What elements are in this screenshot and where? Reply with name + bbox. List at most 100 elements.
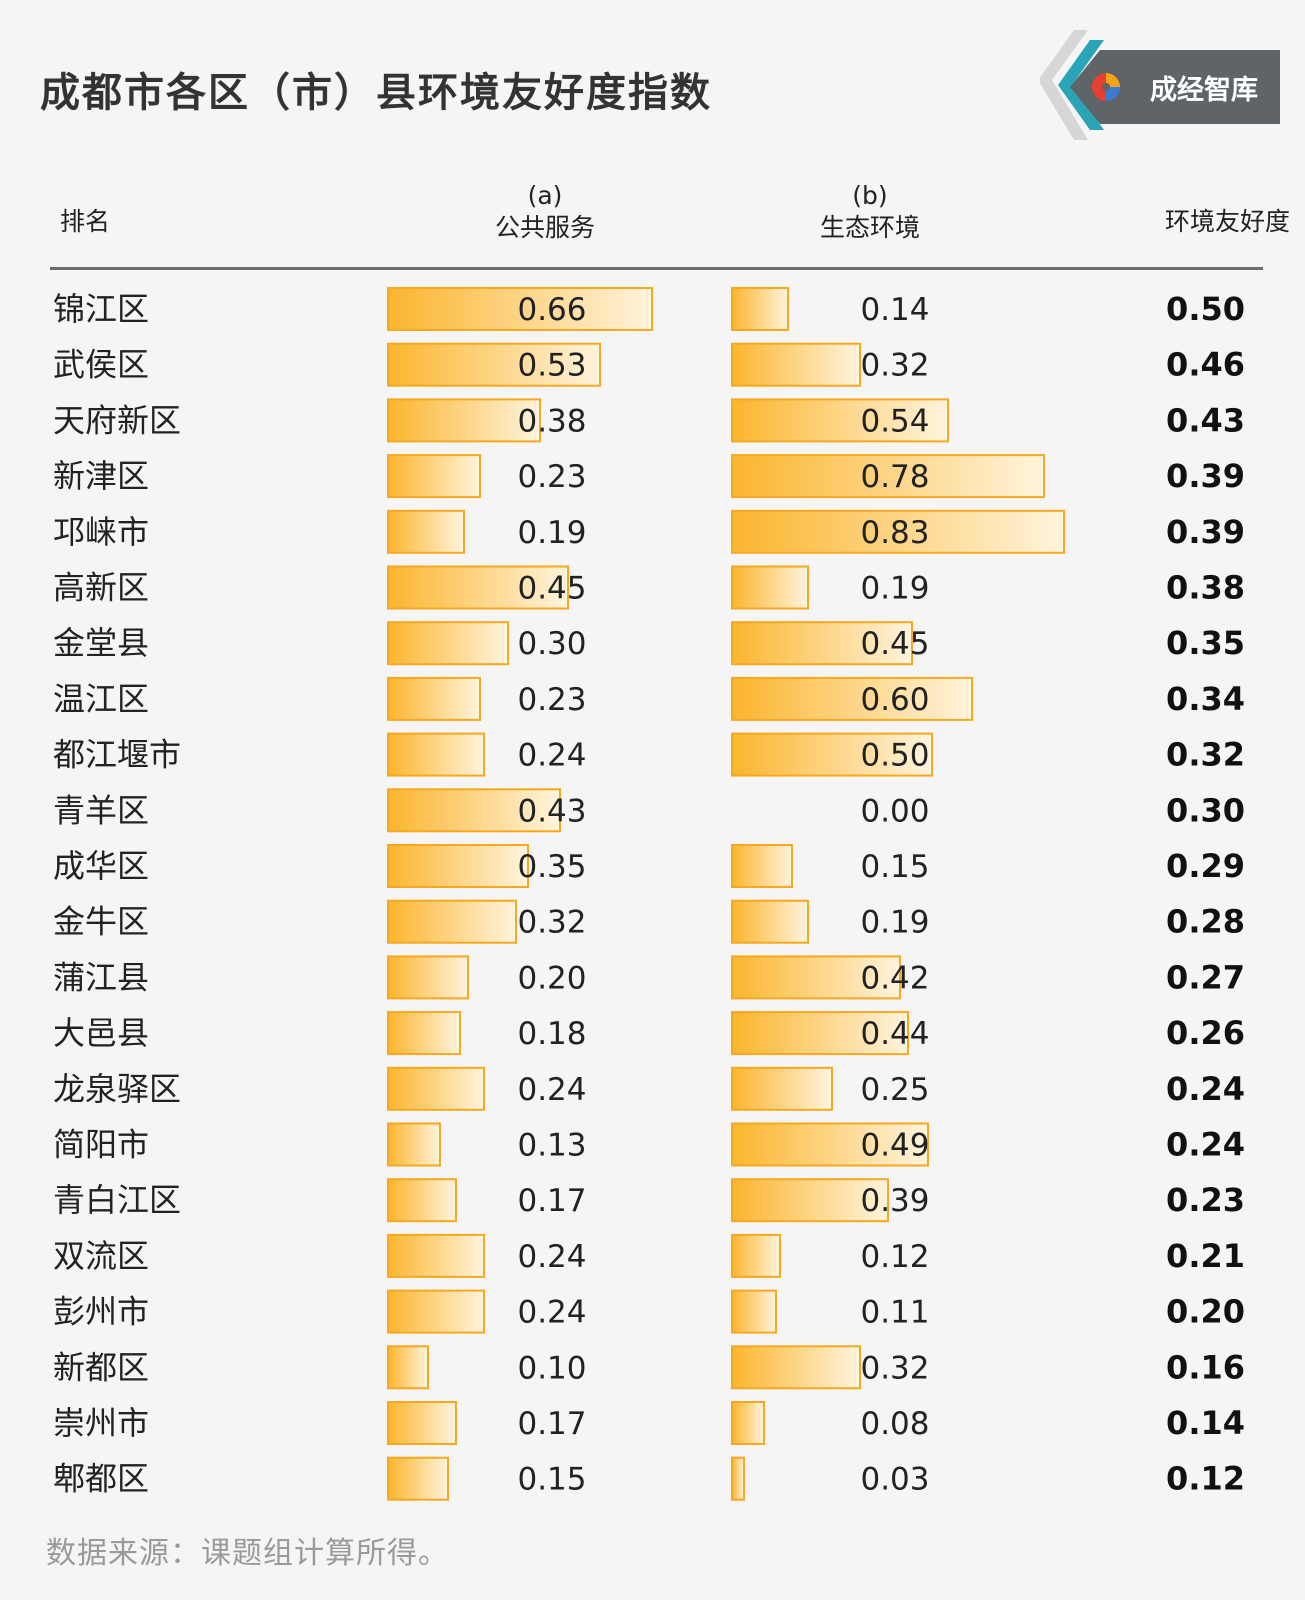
value-label-ecology: 0.00 — [860, 793, 929, 829]
value-label-ecology: 0.32 — [860, 1350, 929, 1386]
table-row: 大邑县 0.18 0.44 0.26 — [53, 1011, 1245, 1056]
value-label-friendliness: 0.43 — [1166, 401, 1245, 439]
bar-ecology — [731, 454, 1045, 499]
logo-text: 成经智库 — [1150, 75, 1258, 106]
table-row: 温江区 0.23 0.60 0.34 — [53, 676, 1245, 721]
value-label-friendliness: 0.35 — [1166, 624, 1245, 662]
district-label: 双流区 — [53, 1237, 149, 1275]
table-row: 龙泉驿区 0.24 0.25 0.24 — [53, 1066, 1245, 1111]
table-row: 邛崃市 0.19 0.83 0.39 — [53, 509, 1245, 554]
logo-chevron-teal-icon — [1058, 40, 1104, 130]
district-label: 金堂县 — [53, 624, 149, 662]
district-label: 新都区 — [53, 1348, 149, 1386]
district-label: 新津区 — [53, 457, 149, 495]
value-label-public-service: 0.23 — [517, 459, 586, 495]
bar-public-service — [387, 621, 509, 666]
bar-public-service — [387, 1122, 441, 1167]
table-row: 锦江区 0.66 0.14 0.50 — [53, 287, 1245, 331]
bar-ecology — [731, 621, 913, 666]
bar-ecology — [731, 899, 809, 944]
bar-public-service — [387, 676, 481, 721]
bar-ecology — [731, 342, 861, 387]
district-label: 青羊区 — [53, 791, 149, 829]
bar-public-service — [387, 1066, 485, 1111]
value-label-public-service: 0.13 — [517, 1128, 586, 1164]
table-row: 蒲江县 0.20 0.42 0.27 — [53, 955, 1245, 1000]
bar-ecology — [731, 1233, 781, 1278]
value-label-public-service: 0.24 — [517, 1239, 586, 1275]
district-label: 简阳市 — [53, 1126, 149, 1164]
logo — [1040, 30, 1280, 140]
table-row: 新津区 0.23 0.78 0.39 — [53, 454, 1245, 499]
value-label-friendliness: 0.23 — [1166, 1181, 1245, 1219]
value-label-friendliness: 0.20 — [1166, 1293, 1245, 1331]
value-label-friendliness: 0.30 — [1166, 791, 1245, 829]
value-label-public-service: 0.24 — [517, 1072, 586, 1108]
bar-public-service — [387, 287, 653, 331]
value-label-friendliness: 0.12 — [1166, 1460, 1245, 1498]
table-row: 简阳市 0.13 0.49 0.24 — [53, 1122, 1245, 1167]
value-label-ecology: 0.25 — [860, 1072, 929, 1108]
value-label-friendliness: 0.29 — [1166, 847, 1245, 885]
bar-ecology — [731, 844, 793, 888]
value-label-public-service: 0.17 — [517, 1406, 586, 1442]
value-label-ecology: 0.45 — [860, 626, 929, 662]
value-label-friendliness: 0.39 — [1166, 513, 1245, 551]
district-label: 大邑县 — [53, 1014, 149, 1052]
value-label-friendliness: 0.27 — [1166, 958, 1245, 996]
header-friendliness: 环境友好度 — [1164, 207, 1290, 236]
value-label-public-service: 0.43 — [517, 793, 586, 829]
value-label-public-service: 0.53 — [517, 348, 586, 384]
table-row: 天府新区 0.38 0.54 0.43 — [53, 398, 1245, 443]
header-rank: 排名 — [60, 207, 111, 236]
header-public-service: (a) 公共服务 — [430, 180, 660, 244]
value-label-ecology: 0.60 — [860, 682, 929, 718]
district-label: 温江区 — [53, 680, 149, 718]
district-label: 蒲江县 — [53, 958, 149, 996]
logo-banner — [1070, 50, 1280, 124]
value-label-public-service: 0.45 — [517, 571, 586, 607]
value-label-public-service: 0.23 — [517, 682, 586, 718]
bar-ecology — [731, 565, 809, 610]
bar-ecology — [731, 509, 1065, 554]
bar-public-service — [387, 1233, 485, 1278]
value-label-ecology: 0.54 — [860, 403, 929, 439]
value-label-friendliness: 0.24 — [1166, 1070, 1245, 1108]
value-label-friendliness: 0.46 — [1166, 346, 1245, 384]
value-label-friendliness: 0.24 — [1166, 1126, 1245, 1164]
value-label-friendliness: 0.21 — [1166, 1237, 1245, 1275]
bar-public-service — [387, 1011, 461, 1056]
value-label-public-service: 0.15 — [517, 1462, 586, 1498]
value-label-ecology: 0.49 — [860, 1128, 929, 1164]
header-divider — [50, 267, 1263, 270]
table-row: 郫都区 0.15 0.03 0.12 — [53, 1456, 1245, 1501]
table-row: 武侯区 0.53 0.32 0.46 — [53, 342, 1245, 387]
bar-ecology — [731, 1011, 909, 1056]
value-label-friendliness: 0.26 — [1166, 1014, 1245, 1052]
table-row: 高新区 0.45 0.19 0.38 — [53, 565, 1245, 610]
table-row: 青白江区 0.17 0.39 0.23 — [53, 1178, 1245, 1223]
header-ecology: (b) 生态环境 — [755, 180, 985, 244]
brand-swirl-icon — [1092, 73, 1120, 101]
value-label-friendliness: 0.39 — [1166, 457, 1245, 495]
bar-public-service — [387, 1345, 429, 1390]
district-label: 锦江区 — [53, 290, 149, 328]
table-row: 成华区 0.35 0.15 0.29 — [53, 844, 1245, 888]
district-label: 邛崃市 — [53, 513, 149, 551]
bar-ecology — [731, 676, 973, 721]
bar-public-service — [387, 844, 529, 888]
value-label-ecology: 0.14 — [860, 292, 929, 328]
district-label: 金牛区 — [53, 903, 149, 941]
value-label-friendliness: 0.50 — [1166, 290, 1245, 328]
value-label-ecology: 0.78 — [860, 459, 929, 495]
district-label: 龙泉驿区 — [53, 1070, 181, 1108]
district-label: 武侯区 — [53, 346, 149, 384]
district-label: 崇州市 — [53, 1404, 149, 1442]
district-label: 彭州市 — [53, 1293, 149, 1331]
logo-chevron-outer-icon — [1040, 30, 1088, 140]
value-label-ecology: 0.44 — [860, 1016, 929, 1052]
value-label-public-service: 0.30 — [517, 626, 586, 662]
bar-public-service — [387, 955, 469, 1000]
value-label-ecology: 0.15 — [860, 849, 929, 885]
district-label: 高新区 — [53, 569, 149, 607]
